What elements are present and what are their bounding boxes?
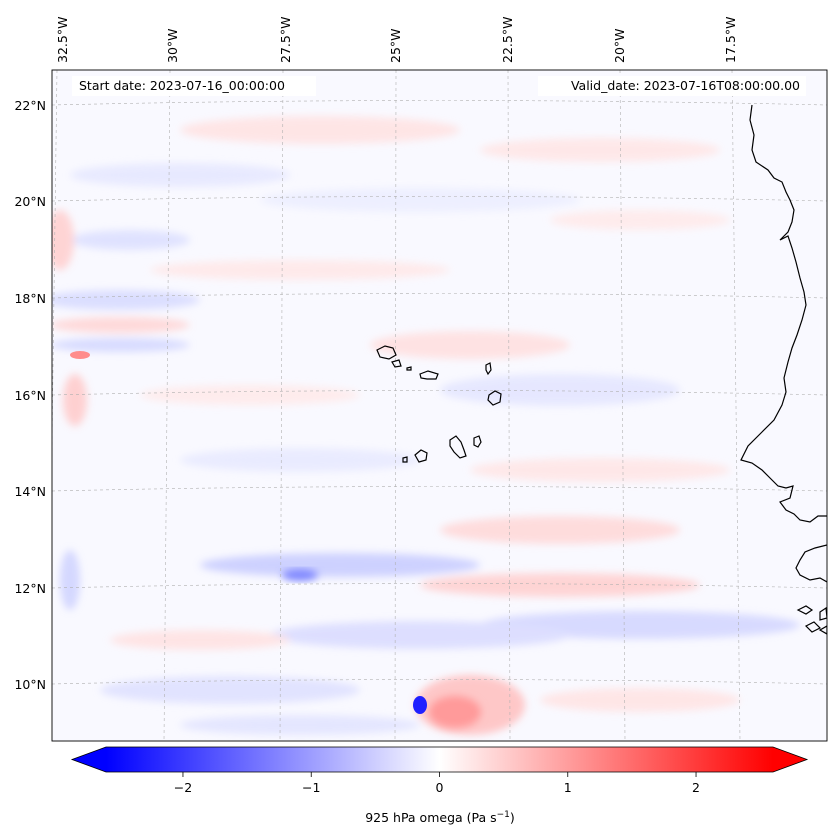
island-santiago bbox=[449, 435, 467, 459]
omega-strong-blue bbox=[413, 696, 427, 714]
lon-tick-label: 27.5°W bbox=[278, 17, 293, 63]
latitude-labels: 22°N 20°N 18°N 16°N 14°N 12°N 10°N bbox=[14, 98, 46, 692]
colorbar-label: 925 hPa omega (Pa s−1) bbox=[365, 810, 515, 825]
omega-blue-patch bbox=[440, 374, 680, 406]
senegambia-coast bbox=[795, 544, 827, 583]
lon-tick-label: 22.5°W bbox=[500, 17, 515, 63]
lat-tick-label: 10°N bbox=[14, 677, 46, 692]
coastlines bbox=[376, 104, 827, 635]
omega-red-patch bbox=[150, 260, 450, 280]
omega-red-patch bbox=[540, 688, 740, 712]
colorbar-label-exponent: −1 bbox=[497, 810, 510, 820]
omega-red-patch bbox=[63, 374, 87, 426]
lat-tick-label: 20°N bbox=[14, 194, 46, 209]
omega-red-patch bbox=[180, 116, 460, 144]
colorbar: −2 −1 0 1 2 925 hPa omega (Pa s−1) bbox=[70, 746, 809, 825]
omega-field bbox=[52, 116, 800, 735]
island-sao-vicente bbox=[391, 359, 402, 368]
colorbar-tick-label: 0 bbox=[436, 780, 444, 795]
island-fogo bbox=[414, 449, 428, 463]
colorbar-tick-label: 1 bbox=[564, 780, 572, 795]
omega-red-patch bbox=[420, 573, 700, 597]
omega-red-patch bbox=[52, 317, 190, 333]
island-sao-nicolau bbox=[419, 370, 439, 380]
valid-date-label: Valid_date: 2023-07-16T08:00:00.00 bbox=[571, 78, 800, 93]
lat-tick-label: 12°N bbox=[14, 581, 46, 596]
africa-coastline bbox=[740, 104, 827, 523]
colorbar-max-extension bbox=[773, 747, 807, 772]
longitude-labels: 32.5°W 30°W 27.5°W 25°W 22.5°W 20°W 17.5… bbox=[55, 17, 738, 63]
lat-tick-label: 14°N bbox=[14, 484, 46, 499]
gridlines bbox=[52, 70, 827, 741]
lon-tick-label: 32.5°W bbox=[55, 17, 70, 63]
island-maio bbox=[473, 435, 482, 448]
colorbar-min-extension bbox=[72, 747, 106, 772]
omega-red-patch bbox=[470, 458, 730, 482]
omega-red-patch bbox=[52, 210, 74, 270]
lat-tick-label: 16°N bbox=[14, 388, 46, 403]
island-sal bbox=[485, 362, 492, 376]
guinea-bissau-islands bbox=[796, 605, 827, 635]
omega-blue-patch bbox=[52, 338, 190, 352]
omega-red-patch bbox=[370, 331, 570, 359]
lat-tick-label: 18°N bbox=[14, 291, 46, 306]
island-boa-vista bbox=[487, 390, 502, 406]
omega-strong-red bbox=[429, 696, 481, 728]
omega-red-patch bbox=[440, 516, 680, 544]
map-frame bbox=[51, 69, 828, 742]
lat-tick-label: 22°N bbox=[14, 98, 46, 113]
colorbar-label-main: 925 hPa omega (Pa s bbox=[365, 810, 496, 825]
omega-blue-patch bbox=[180, 448, 420, 472]
omega-blue-patch bbox=[60, 550, 80, 610]
map-panel: Start date: 2023-07-16_00:00:00 Valid_da… bbox=[51, 69, 828, 742]
colorbar-outline bbox=[70, 746, 809, 773]
omega-red-patch bbox=[140, 385, 360, 405]
date-annotations: Start date: 2023-07-16_00:00:00 Valid_da… bbox=[72, 76, 806, 96]
colorbar-label-close: ) bbox=[510, 810, 515, 825]
island-brava bbox=[402, 456, 408, 463]
omega-blue-patch bbox=[52, 290, 200, 310]
omega-blue-patch bbox=[70, 163, 290, 187]
colorbar-tick-label: −2 bbox=[174, 780, 192, 795]
omega-red-patch bbox=[110, 630, 290, 650]
lon-tick-label: 17.5°W bbox=[723, 17, 738, 63]
colorbar-tick-label: −1 bbox=[302, 780, 320, 795]
omega-blue-patch bbox=[100, 676, 360, 704]
omega-strong-red bbox=[70, 351, 90, 359]
lon-tick-label: 20°W bbox=[612, 28, 627, 63]
omega-strong-blue bbox=[282, 569, 318, 581]
omega-red-patch bbox=[480, 138, 720, 162]
lon-tick-label: 25°W bbox=[388, 28, 403, 63]
colorbar-tick-label: 2 bbox=[692, 780, 700, 795]
lon-tick-label: 30°W bbox=[165, 28, 180, 63]
island-santo-antao bbox=[376, 345, 397, 360]
colorbar-gradient bbox=[106, 747, 773, 772]
omega-blue-patch bbox=[200, 553, 480, 577]
omega-blue-patch bbox=[70, 230, 190, 250]
omega-blue-patch bbox=[180, 715, 420, 735]
start-date-label: Start date: 2023-07-16_00:00:00 bbox=[79, 78, 285, 93]
island-santa-luzia bbox=[406, 366, 412, 371]
omega-blue-patch bbox=[270, 621, 570, 649]
omega-red-patch bbox=[550, 210, 730, 230]
omega-blue-patch bbox=[260, 188, 580, 212]
colorbar-ticks: −2 −1 0 1 2 bbox=[174, 772, 700, 795]
